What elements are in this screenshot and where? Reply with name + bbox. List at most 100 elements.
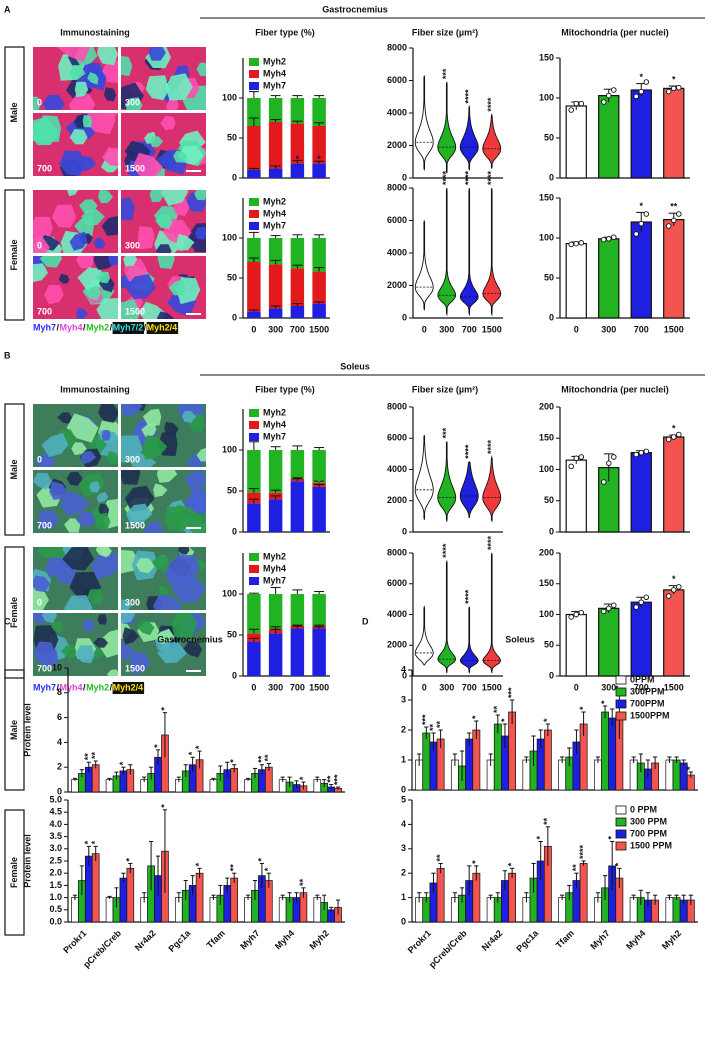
data-point [671,587,677,593]
y-tick-label: 4.5 [49,807,62,817]
x-tick-label: Pgc1a [166,927,193,954]
x-tick-label: 0 [422,324,427,334]
fiber-cell [87,72,99,85]
significance: * [90,840,100,844]
fiber-cell [152,594,183,610]
significance: ** [435,854,445,862]
bar-segment [290,238,305,269]
bar [601,711,609,791]
fiber-cell [97,547,112,557]
fiber-cell [158,585,169,597]
x-tick-label: Tfam [205,928,227,950]
row-box [4,809,25,936]
bar [465,738,474,791]
data-point [676,211,682,217]
significance: ** [90,751,100,759]
bar [629,759,638,791]
micrograph [33,256,118,319]
data-point [573,455,580,462]
tile-label: 1500 [125,520,145,530]
y-tick-label: 0 [402,670,407,680]
significance: **** [578,844,588,859]
fiber-cell [64,518,81,533]
column-header: Fiber type (%) [255,384,315,394]
fiber-cell [69,129,88,145]
violin [414,220,434,311]
micrograph [33,404,118,467]
bar [593,759,602,791]
data-point [676,584,682,590]
x-tick-label: 0 [574,682,579,692]
significance: * [499,718,509,722]
bar [91,764,100,793]
significance: ** [326,775,336,783]
fiber-cell [85,285,102,301]
data-point [665,436,672,443]
significance: **** [464,589,474,604]
significance: **** [464,89,474,104]
bar-segment [247,633,261,642]
row-box [4,46,25,179]
tile-label: 700 [37,663,52,673]
y-tick-label: 4 [401,664,406,674]
y-tick-label: 4 [401,819,406,829]
legend-bg [112,682,145,694]
y-tick-label: 4000 [387,609,407,619]
bar-segment [290,268,305,306]
x-tick-label: Pgc1a [514,927,541,954]
tile-label: 300 [125,454,140,464]
y-tick-label: 6000 [387,578,407,588]
x-tick-label: Nr4a2 [133,928,158,953]
data-point [643,594,650,601]
row-label: Male [9,720,19,740]
fiber-cell [33,216,53,240]
fiber-cell [173,150,187,163]
fiber-cell [98,190,114,204]
y-tick-label: 50 [227,485,237,495]
fiber-cell [169,554,201,583]
bar-segment [290,481,305,532]
bar [244,779,252,793]
legend-label: Myh2 [263,407,286,417]
y-tick-label: 50 [227,272,237,282]
micrograph [121,47,206,110]
x-tick-label: pCreb/Creb [427,928,469,970]
fiber-cell [124,485,155,512]
violin [414,435,434,520]
significance: * [317,619,321,629]
y-tick-label: 0 [401,784,406,794]
y-tick-label: 150 [539,192,554,202]
significance: * [506,862,516,866]
fiber-cell [49,481,68,500]
y-tick-label: 3 [401,694,406,704]
data-point [611,87,617,93]
y-tick-label: 200 [539,401,554,411]
bar-segment [268,499,283,532]
micrograph [121,613,206,676]
column-header: Fiber type (%) [255,27,315,37]
bar-segment [290,450,305,479]
stain-legend-item: Myh7/2 [113,322,144,332]
bar-segment [268,168,283,178]
bar-segment [290,628,305,676]
tile-label: 0 [37,454,42,464]
x-tick-label: Myh2 [660,928,683,951]
significance: * [639,72,643,82]
data-point [573,240,580,247]
legend-swatch [615,805,627,815]
micrograph [121,113,206,176]
fiber-cell [57,412,72,424]
y-tick-label: 2000 [387,140,407,150]
tile-label: 300 [125,240,140,250]
fiber-cell [97,629,118,658]
legend-swatch [249,577,259,585]
y-tick-label: 0 [57,786,62,796]
y-tick-label: 8000 [387,42,407,52]
data-point [600,99,607,105]
significance: * [535,835,545,839]
fiber-cell [150,136,164,147]
fiber-cell [59,150,86,176]
fiber-cell [176,233,195,251]
panel-letter: C [4,616,11,626]
